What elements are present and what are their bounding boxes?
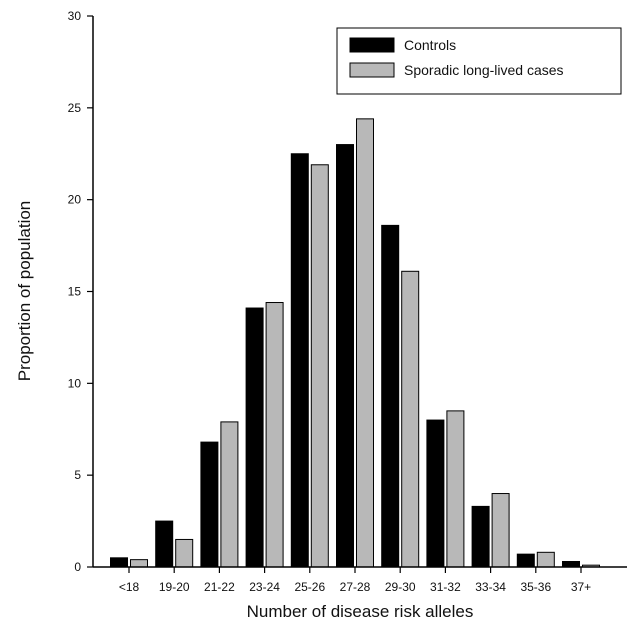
legend-swatch-controls — [349, 37, 395, 53]
bar-controls-6 — [381, 224, 400, 568]
x-tick-label: 31-32 — [430, 580, 461, 594]
legend-label-controls: Controls — [404, 37, 456, 53]
x-tick-label: 27-28 — [340, 580, 371, 594]
y-ticks-group: 0 5 10 15 20 25 30 — [68, 9, 93, 574]
x-tick-label: <18 — [119, 580, 140, 594]
y-tick-label: 25 — [68, 101, 82, 115]
bar-sporadic-long-lived-cases-5 — [356, 118, 374, 568]
y-tick-label: 10 — [68, 376, 82, 390]
y-tick-label: 0 — [74, 560, 81, 574]
x-tick-label: 25-26 — [294, 580, 325, 594]
bar-controls-5 — [336, 144, 354, 568]
legend-label-sporadic-long-lived-cases: Sporadic long-lived cases — [404, 62, 564, 78]
y-tick-label: 20 — [68, 193, 82, 207]
bar-controls-4 — [290, 153, 309, 568]
bar-controls-3 — [245, 307, 264, 568]
bar-controls-10 — [562, 560, 580, 568]
legend-swatch-sporadic-long-lived-cases — [349, 62, 395, 78]
bar-sporadic-long-lived-cases-0 — [130, 559, 148, 568]
x-tick-label: 33-34 — [475, 580, 506, 594]
x-tick-label: 23-24 — [249, 580, 280, 594]
bar-sporadic-long-lived-cases-3 — [265, 302, 284, 568]
x-ticks-group: <18 19-20 21-22 23-24 25-26 27-28 29-30 31-32 33… — [119, 567, 591, 594]
bar-sporadic-long-lived-cases-8 — [491, 493, 510, 568]
y-tick-label: 15 — [68, 285, 82, 299]
bar-controls-8 — [471, 505, 490, 568]
y-tick-label: 30 — [68, 9, 82, 23]
bars-group — [110, 118, 600, 568]
bar-sporadic-long-lived-cases-2 — [220, 421, 239, 568]
bar-sporadic-long-lived-cases-7 — [446, 410, 465, 568]
bar-controls-9 — [516, 553, 535, 568]
bar-controls-7 — [426, 419, 445, 568]
x-tick-label: 19-20 — [159, 580, 190, 594]
x-axis-title: Number of disease risk alleles — [247, 602, 474, 621]
x-tick-label: 35-36 — [520, 580, 551, 594]
x-tick-label: 29-30 — [385, 580, 416, 594]
bar-sporadic-long-lived-cases-6 — [401, 270, 420, 568]
bar-sporadic-long-lived-cases-1 — [175, 538, 194, 568]
bar-controls-0 — [110, 557, 128, 568]
bar-sporadic-long-lived-cases-9 — [536, 551, 555, 568]
x-tick-label: 21-22 — [204, 580, 235, 594]
y-axis-title: Proportion of population — [15, 201, 34, 382]
y-tick-label: 5 — [74, 468, 81, 482]
bar-controls-1 — [155, 520, 174, 568]
bar-controls-2 — [200, 441, 219, 568]
x-tick-label: 37+ — [571, 580, 591, 594]
legend: Controls Sporadic long-lived cases — [336, 27, 622, 95]
bar-sporadic-long-lived-cases-4 — [310, 164, 329, 568]
